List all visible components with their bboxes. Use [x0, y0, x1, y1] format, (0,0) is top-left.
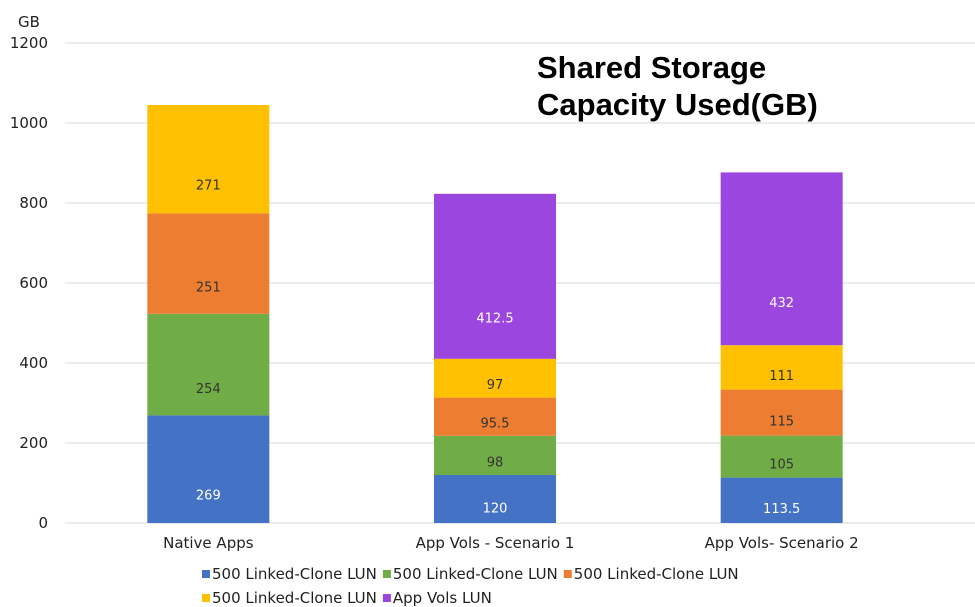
bar-segment [147, 313, 270, 416]
bars: 269 254 251 271 120 98 95.5 97 412.5 113.5 105 115 1… [147, 105, 843, 523]
y-tick-label: 400 [19, 354, 48, 372]
data-label: 271 [196, 179, 221, 194]
bar-segment [434, 435, 556, 475]
x-category-label: Native Apps [163, 534, 254, 552]
data-label: 412.5 [476, 312, 513, 327]
data-label: 115 [769, 414, 794, 429]
bar-segment [720, 389, 843, 436]
y-tick-label: 1000 [10, 114, 48, 132]
data-label: 269 [196, 488, 221, 503]
bar-segment [434, 397, 556, 436]
data-label: 111 [769, 369, 794, 384]
bar-segment [434, 358, 556, 398]
bar-segment [147, 105, 270, 214]
bar-segment [720, 435, 843, 478]
legend: 500 Linked-Clone LUN 500 Linked-Clone LUN… [202, 565, 739, 607]
x-category-label: App Vols- Scenario 2 [705, 534, 859, 552]
legend-label: App Vols LUN [393, 589, 492, 607]
y-tick-label: 0 [38, 514, 48, 532]
y-tick-label: 600 [19, 274, 48, 292]
data-label: 97 [487, 378, 504, 393]
legend-swatch [202, 570, 210, 578]
data-label: 432 [769, 296, 794, 311]
y-tick-label: 1200 [10, 34, 48, 52]
bar-segment [720, 345, 843, 390]
data-label: 254 [196, 382, 221, 397]
data-label: 113.5 [763, 502, 800, 517]
legend-label: 500 Linked-Clone LUN [574, 565, 739, 583]
legend-swatch [202, 594, 210, 602]
data-label: 98 [487, 455, 504, 470]
y-tick-label: 800 [19, 194, 48, 212]
data-label: 105 [769, 457, 794, 472]
y-axis-tick-labels: 0 200 400 600 800 1000 1200 [10, 34, 48, 532]
legend-swatch [382, 594, 391, 602]
chart-title-line-2: Capacity Used(GB) [537, 87, 818, 122]
bar-segment [720, 172, 843, 346]
legend-swatch [382, 570, 391, 578]
x-axis-category-labels: Native Apps App Vols - Scenario 1 App Vols… [163, 534, 859, 552]
chart-title-line-1: Shared Storage [537, 50, 766, 85]
bar-segment [147, 213, 270, 314]
data-label: 120 [483, 501, 508, 516]
legend-label: 500 Linked-Clone LUN [212, 589, 377, 607]
bar-segment [434, 475, 556, 523]
bar-segment [147, 415, 270, 523]
legend-label: 500 Linked-Clone LUN [212, 565, 377, 583]
legend-swatch [563, 570, 572, 578]
data-label: 95.5 [481, 416, 510, 431]
legend-label: 500 Linked-Clone LUN [393, 565, 558, 583]
bar-segment [720, 477, 843, 523]
bar-segment [434, 193, 556, 359]
x-category-label: App Vols - Scenario 1 [416, 534, 575, 552]
data-label: 251 [196, 281, 221, 296]
y-tick-label: 200 [19, 434, 48, 452]
y-axis-label: GB [18, 13, 40, 31]
